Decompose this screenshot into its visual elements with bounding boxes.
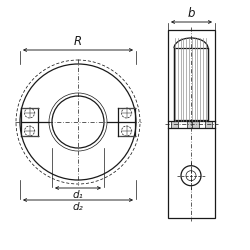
Text: R: R xyxy=(74,35,82,48)
Text: d₂: d₂ xyxy=(72,202,84,212)
Bar xyxy=(192,120,199,128)
Bar xyxy=(205,120,212,128)
Bar xyxy=(168,30,215,218)
Text: b: b xyxy=(188,7,195,20)
Bar xyxy=(171,120,178,128)
Bar xyxy=(186,120,194,128)
Bar xyxy=(174,48,208,120)
Text: d₁: d₁ xyxy=(72,190,84,200)
